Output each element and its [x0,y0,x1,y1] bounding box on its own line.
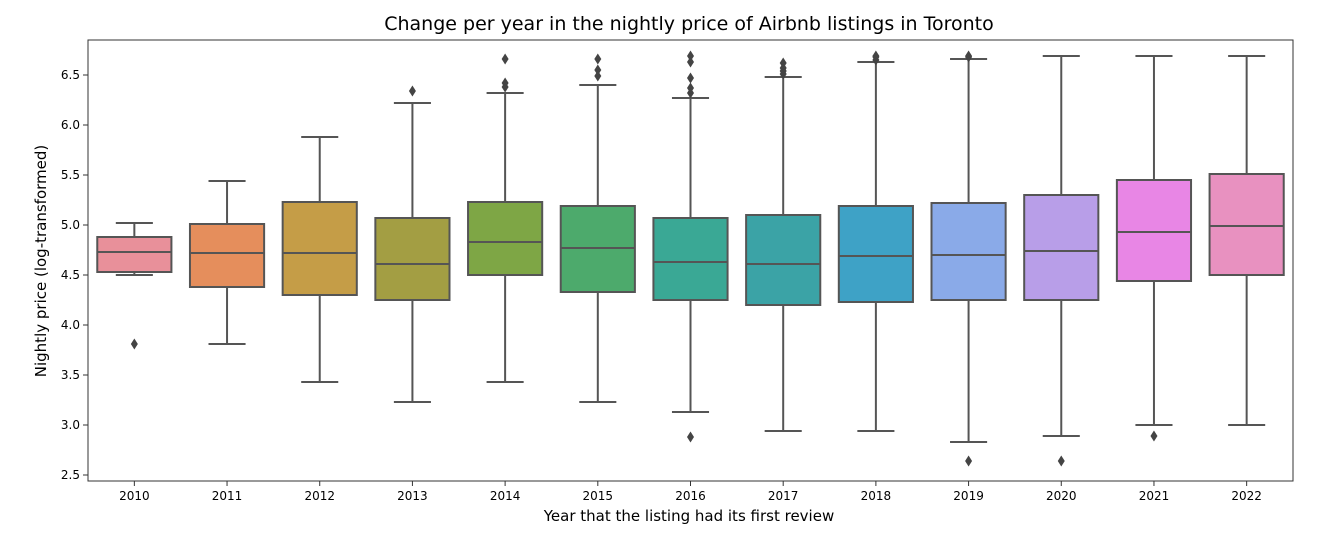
outlier-point [408,85,416,97]
y-tick-label: 4.0 [61,318,80,332]
box-2017 [745,57,822,432]
y-tick-label: 6.5 [61,68,80,82]
box-2019 [930,50,1007,467]
x-axis-label: Year that the listing had its first revi… [543,507,834,525]
box-iqr [1208,173,1285,276]
x-tick-label: 2012 [304,489,335,503]
x-tick-label: 2013 [397,489,428,503]
y-tick-label: 6.0 [61,118,80,132]
outlier-point [687,72,694,84]
y-tick-label: 3.5 [61,368,80,382]
outlier-point [687,56,694,68]
outlier-point [130,338,138,350]
box-iqr [188,223,266,288]
outlier-point [872,50,880,62]
box-2010 [96,222,173,350]
box-iqr [467,201,544,276]
box-iqr [1023,194,1100,301]
x-tick-label: 2018 [861,489,892,503]
x-tick-label: 2011 [212,489,243,503]
outlier-point [965,50,973,62]
box-iqr [281,201,358,296]
outlier-point [687,50,694,62]
box-iqr [930,202,1007,301]
box-2012 [281,136,358,383]
x-tick-label: 2020 [1046,489,1077,503]
y-tick-label: 2.5 [61,468,80,482]
y-axis: 2.5 3.0 3.5 4.0 4.5 5.0 5.5 6.0 6.5 [61,68,88,482]
outlier-point [594,53,602,65]
x-tick-label: 2022 [1231,489,1262,503]
outlier-point [501,53,509,65]
chart-title: Change per year in the nightly price of … [384,13,994,35]
x-tick-label: 2014 [490,489,521,503]
outlier-point [1057,455,1065,467]
box-2020 [1023,55,1100,467]
outlier-point [687,82,694,94]
outlier-point [965,455,973,467]
box-2022 [1208,55,1285,426]
box-iqr [96,236,173,273]
y-tick-label: 4.5 [61,268,80,282]
box-iqr [745,214,822,306]
box-2015 [559,53,636,403]
outlier-point [687,431,694,443]
y-tick-label: 5.5 [61,168,80,182]
box-2016 [652,50,729,443]
box-2013 [374,85,451,403]
x-tick-label: 2017 [768,489,799,503]
outlier-point [501,77,509,89]
x-tick-label: 2021 [1139,489,1170,503]
box-iqr [1115,179,1193,282]
y-tick-label: 5.0 [61,218,80,232]
x-tick-label: 2015 [583,489,614,503]
outlier-point [779,57,787,69]
plot-area [96,50,1285,467]
outlier-point [594,64,602,76]
x-tick-label: 2019 [953,489,984,503]
y-axis-label: Nightly price (log-transformed) [32,145,50,377]
x-tick-label: 2010 [119,489,150,503]
box-2011 [188,180,266,345]
box-iqr [374,217,451,301]
box-2018 [837,50,914,432]
outlier-point [1150,430,1158,442]
box-2014 [467,53,544,383]
x-axis: 2010 2011 2012 2013 2014 2015 2016 2017 2018 2019… [119,481,1262,503]
box-iqr [837,205,914,303]
box-iqr [652,217,729,301]
box-2021 [1115,55,1193,442]
y-tick-label: 3.0 [61,418,80,432]
x-tick-label: 2016 [675,489,706,503]
outlier-point [594,70,602,82]
